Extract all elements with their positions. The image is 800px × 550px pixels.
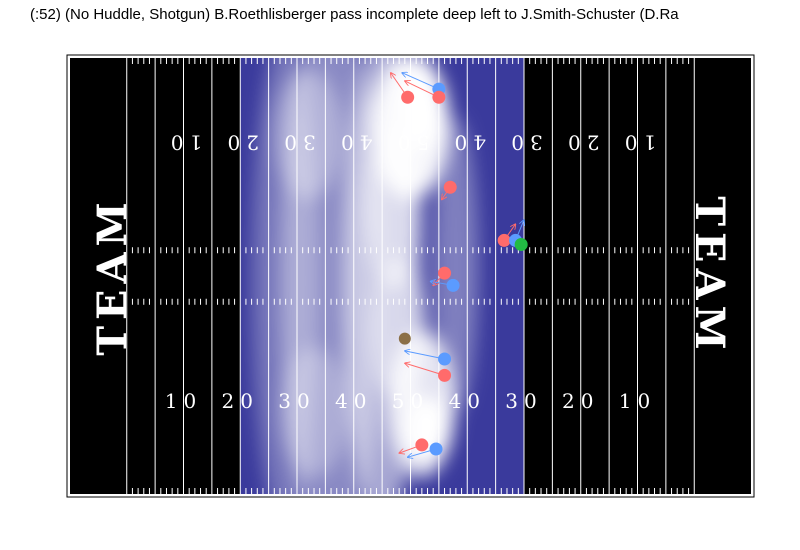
yard-number-top-0: 10 — [165, 130, 202, 154]
offense-player-0 — [401, 90, 415, 104]
yard-number-bottom-7: 20 — [562, 389, 599, 413]
yard-number-top-2: 30 — [278, 130, 315, 154]
offense-player-2 — [432, 90, 446, 104]
yard-number-bottom-1: 20 — [222, 389, 259, 413]
end-zone-left-label: TEAM — [89, 196, 136, 356]
players — [391, 73, 528, 457]
yard-number-bottom-0: 10 — [165, 389, 202, 413]
yard-number-top-4: 50 — [392, 130, 429, 154]
density-blob-7 — [365, 125, 422, 290]
yard-number-bottom-6: 30 — [505, 389, 542, 413]
density-blob-8 — [370, 256, 428, 405]
yard-number-top-5: 40 — [449, 130, 486, 154]
yard-number-bottom-8: 10 — [619, 389, 656, 413]
ball-carrier-marker — [514, 238, 528, 252]
yard-numbers: 10 20 30 40 50 40 30 20 10 10 20 30 40 50 40 30 20 10 — [165, 130, 656, 413]
yard-number-top-3: 40 — [335, 130, 372, 154]
yard-number-bottom-5: 40 — [449, 389, 486, 413]
football-marker — [398, 332, 411, 345]
offense-player-9 — [438, 368, 452, 382]
defense-player-11 — [429, 442, 443, 456]
density-blob-9 — [433, 117, 479, 413]
yard-number-top-7: 20 — [562, 130, 599, 154]
offense-player-4 — [497, 233, 511, 247]
defense-player-7 — [446, 278, 460, 292]
player-direction-8 — [405, 351, 445, 360]
play-title: (:52) (No Huddle, Shotgun) B.Roethlisber… — [30, 6, 679, 23]
yard-number-top-6: 30 — [505, 130, 542, 154]
defense-player-8 — [438, 352, 452, 366]
yard-number-bottom-4: 50 — [392, 389, 429, 413]
yard-number-top-8: 10 — [619, 130, 656, 154]
offense-player-6 — [438, 266, 452, 280]
end-zone-right-label: TEAM — [686, 196, 733, 356]
player-direction-1 — [402, 73, 440, 90]
yard-number-top-1: 20 — [222, 130, 259, 154]
player-direction-9 — [405, 363, 445, 376]
yard-lines — [126, 58, 695, 494]
yard-number-bottom-3: 40 — [335, 389, 372, 413]
offense-player-3 — [443, 180, 457, 194]
offense-player-10 — [415, 438, 429, 452]
yard-number-bottom-2: 30 — [278, 389, 315, 413]
